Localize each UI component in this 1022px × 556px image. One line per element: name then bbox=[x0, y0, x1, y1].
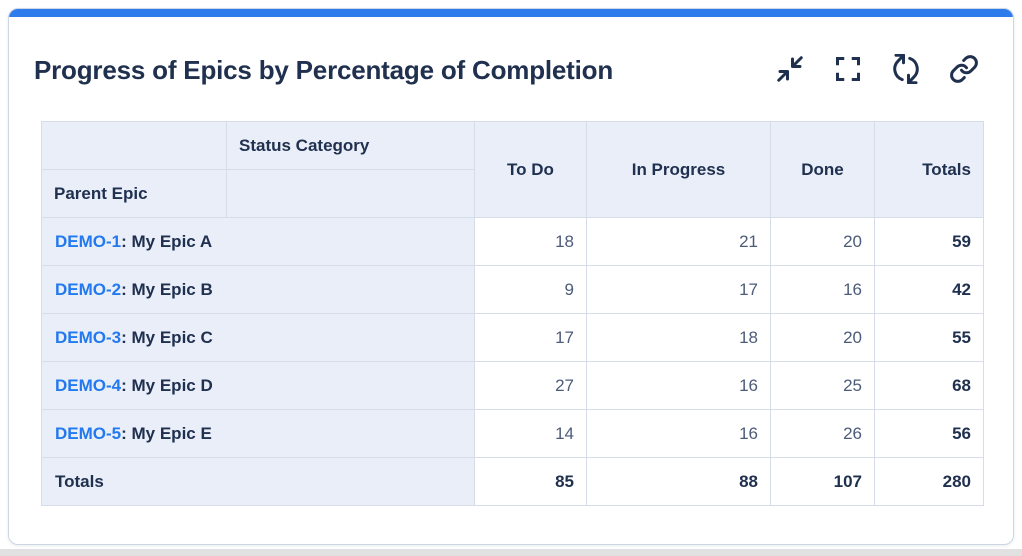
todo-value-cell: 9 bbox=[474, 265, 587, 314]
table-row: DEMO-5: My Epic E 14 16 26 56 bbox=[41, 409, 984, 458]
epic-key-link[interactable]: DEMO-5 bbox=[55, 423, 122, 443]
epic-key-link[interactable]: DEMO-1 bbox=[55, 231, 122, 251]
row-total-cell: 56 bbox=[874, 409, 984, 458]
done-total-cell: 107 bbox=[770, 457, 875, 506]
todo-value-cell: 14 bbox=[474, 409, 587, 458]
todo-value-cell: 17 bbox=[474, 313, 587, 362]
epics-table-wrapper: Status Category To Do In Progress Done T… bbox=[41, 121, 984, 506]
header-row-parent-epic: Parent Epic bbox=[41, 169, 984, 218]
row-total-cell: 68 bbox=[874, 361, 984, 410]
empty-header-cell bbox=[41, 121, 227, 170]
todo-total-cell: 85 bbox=[474, 457, 587, 506]
empty-header-cell bbox=[226, 169, 475, 218]
done-value-cell: 16 bbox=[770, 265, 875, 314]
epic-key-link[interactable]: DEMO-2 bbox=[55, 279, 122, 299]
fullscreen-button[interactable] bbox=[829, 51, 867, 89]
epic-label-cell: DEMO-4: My Epic D bbox=[41, 361, 475, 410]
gadget-title: Progress of Epics by Percentage of Compl… bbox=[34, 55, 614, 85]
link-icon bbox=[949, 54, 979, 87]
table-row: DEMO-2: My Epic B 9 17 16 42 bbox=[41, 265, 984, 314]
row-total-cell: 42 bbox=[874, 265, 984, 314]
in-progress-total-cell: 88 bbox=[586, 457, 771, 506]
totals-row: Totals 85 88 107 280 bbox=[41, 457, 984, 506]
epic-name-text: : My Epic B bbox=[121, 279, 213, 299]
status-category-header: Status Category bbox=[226, 121, 475, 170]
card-header: Progress of Epics by Percentage of Compl… bbox=[9, 17, 1013, 89]
done-value-cell: 20 bbox=[770, 217, 875, 266]
todo-column-header: To Do bbox=[474, 121, 587, 218]
in-progress-column-header: In Progress bbox=[586, 121, 771, 218]
epic-label-cell: DEMO-1: My Epic A bbox=[41, 217, 475, 266]
refresh-button[interactable] bbox=[887, 51, 925, 89]
table-row: DEMO-4: My Epic D 27 16 25 68 bbox=[41, 361, 984, 410]
epic-name-text: : My Epic D bbox=[121, 375, 213, 395]
epic-name-text: : My Epic E bbox=[121, 423, 212, 443]
in-progress-value-cell: 21 bbox=[586, 217, 771, 266]
link-button[interactable] bbox=[945, 51, 983, 89]
epic-key-link[interactable]: DEMO-4 bbox=[55, 375, 122, 395]
epic-name-text: : My Epic A bbox=[121, 231, 213, 251]
collapse-button[interactable] bbox=[771, 51, 809, 89]
epics-progress-table: Status Category To Do In Progress Done T… bbox=[41, 121, 984, 506]
header-row-status-category: Status Category To Do In Progress Done T… bbox=[41, 121, 984, 218]
done-value-cell: 20 bbox=[770, 313, 875, 362]
todo-value-cell: 18 bbox=[474, 217, 587, 266]
row-total-cell: 55 bbox=[874, 313, 984, 362]
refresh-icon bbox=[891, 53, 921, 87]
totals-column-header: Totals bbox=[874, 121, 984, 218]
epic-key-link[interactable]: DEMO-3 bbox=[55, 327, 122, 347]
collapse-icon bbox=[775, 54, 805, 87]
epic-name-text: : My Epic C bbox=[121, 327, 213, 347]
in-progress-value-cell: 16 bbox=[586, 409, 771, 458]
in-progress-value-cell: 17 bbox=[586, 265, 771, 314]
epic-label-cell: DEMO-2: My Epic B bbox=[41, 265, 475, 314]
epic-label-cell: DEMO-3: My Epic C bbox=[41, 313, 475, 362]
epic-progress-gadget: Progress of Epics by Percentage of Compl… bbox=[8, 8, 1014, 545]
gadget-actions bbox=[771, 51, 983, 89]
done-value-cell: 25 bbox=[770, 361, 875, 410]
epic-label-cell: DEMO-5: My Epic E bbox=[41, 409, 475, 458]
done-value-cell: 26 bbox=[770, 409, 875, 458]
done-column-header: Done bbox=[770, 121, 875, 218]
card-accent-bar bbox=[9, 9, 1013, 17]
page-bottom-edge bbox=[0, 549, 1022, 556]
fullscreen-icon bbox=[833, 54, 863, 87]
grand-total-cell: 280 bbox=[874, 457, 984, 506]
table-row: DEMO-3: My Epic C 17 18 20 55 bbox=[41, 313, 984, 362]
in-progress-value-cell: 16 bbox=[586, 361, 771, 410]
table-row: DEMO-1: My Epic A 18 21 20 59 bbox=[41, 217, 984, 266]
todo-value-cell: 27 bbox=[474, 361, 587, 410]
in-progress-value-cell: 18 bbox=[586, 313, 771, 362]
row-total-cell: 59 bbox=[874, 217, 984, 266]
parent-epic-header: Parent Epic bbox=[41, 169, 227, 218]
totals-row-label: Totals bbox=[41, 457, 475, 506]
